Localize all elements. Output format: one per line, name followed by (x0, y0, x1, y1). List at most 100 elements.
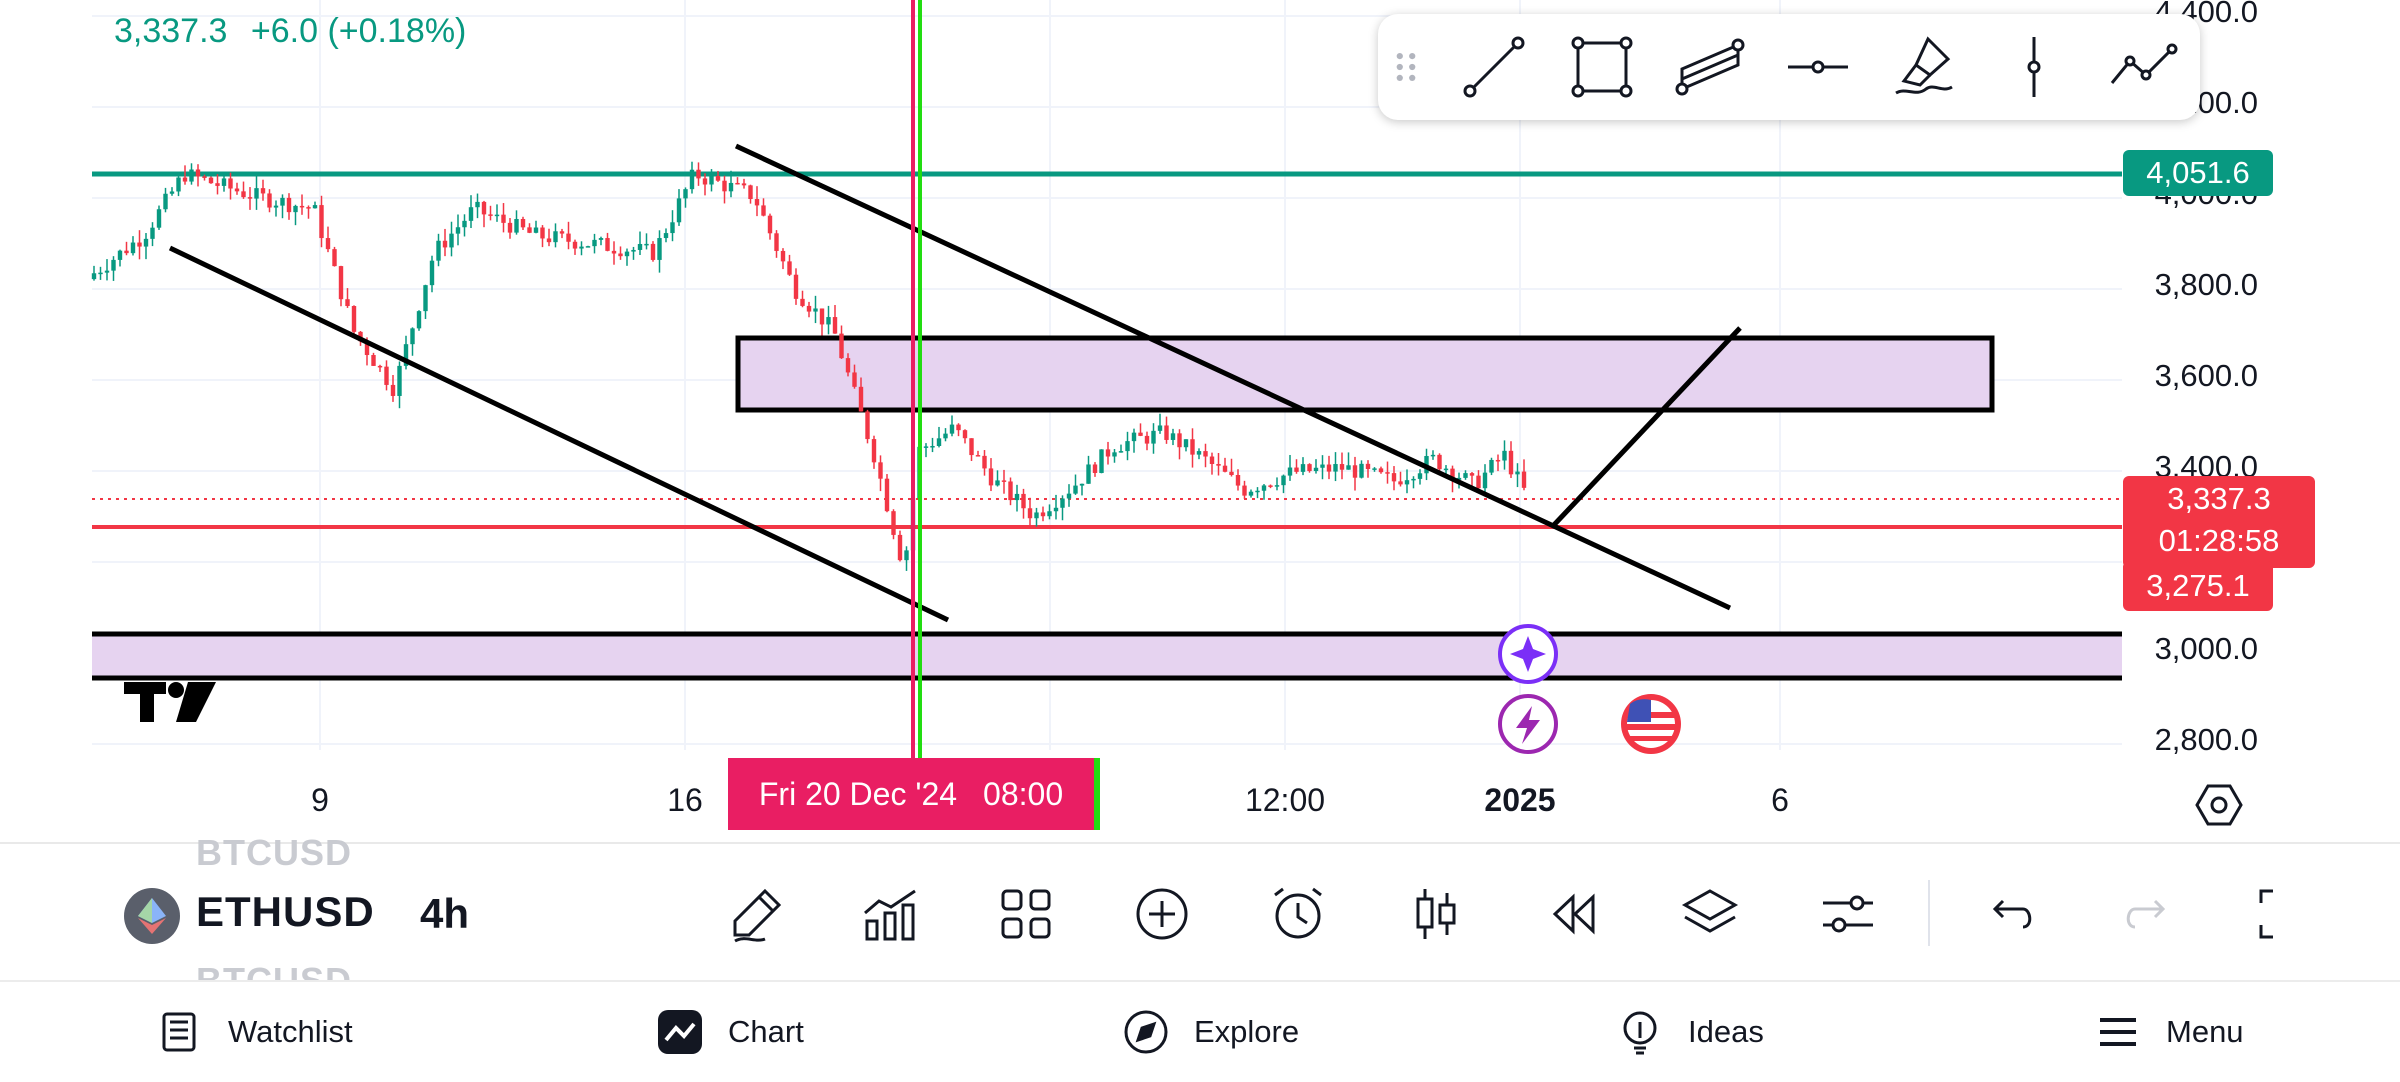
support-price-tag: 3,275.1 (2123, 561, 2273, 611)
candle-body (1008, 481, 1013, 501)
candle-body (611, 250, 617, 254)
us-flag-event-icon[interactable] (1621, 694, 1681, 754)
candle-body (852, 372, 857, 387)
drag-handle-icon[interactable] (1378, 19, 1434, 115)
trend-line-icon[interactable] (1446, 19, 1542, 115)
brush-icon[interactable] (1878, 19, 1974, 115)
candle-body (754, 199, 760, 206)
candle-body (111, 259, 116, 271)
symbol-name[interactable]: ETHUSD (196, 888, 375, 935)
candle-body (702, 178, 708, 185)
candle-body (390, 384, 396, 396)
nav-explore[interactable]: Explore (1122, 982, 1299, 1082)
candle-body (1151, 430, 1156, 444)
fullscreen-icon[interactable] (2250, 880, 2318, 948)
parallel-channel-icon[interactable] (1662, 19, 1758, 115)
chart-area[interactable]: 3,337.3 +6.0 (+0.18%) 4,400.0 4,200.0 4,… (0, 0, 2400, 840)
candle-body (897, 534, 903, 561)
nav-menu[interactable]: Menu (2094, 982, 2244, 1082)
candle-body (1274, 485, 1280, 487)
indicators-icon[interactable] (856, 880, 924, 948)
candle-body (306, 207, 311, 209)
candle-body (241, 191, 246, 198)
candle-body (520, 218, 526, 228)
chart-type-icon[interactable] (1402, 880, 1470, 948)
nav-ideas[interactable]: Ideas (1616, 982, 1764, 1082)
candle-body (1248, 491, 1254, 496)
vertical-line-icon[interactable] (1986, 19, 2082, 115)
candle-body (150, 227, 155, 239)
candle-body (787, 261, 792, 275)
candle-body (1378, 468, 1384, 473)
rectangle-icon[interactable] (1554, 19, 1650, 115)
candle-body (1456, 477, 1462, 480)
candle-body (527, 227, 532, 233)
candle-body (423, 285, 428, 312)
candle-body (364, 341, 370, 356)
nav-watchlist[interactable]: Watchlist (156, 982, 353, 1082)
candle-body (449, 233, 454, 248)
drawing-pencil-icon[interactable] (722, 880, 790, 948)
candle-body (215, 183, 220, 186)
redo-icon[interactable] (2114, 880, 2182, 948)
templates-icon[interactable] (992, 880, 1060, 948)
candle-body (1398, 481, 1403, 485)
candle-body (637, 243, 643, 250)
settings-sliders-icon[interactable] (1814, 880, 1882, 948)
add-icon[interactable] (1128, 880, 1196, 948)
candle-body (1281, 475, 1286, 486)
price-axis[interactable]: 4,400.0 4,200.0 4,000.0 3,800.0 3,600.0 … (2110, 0, 2400, 760)
trend-line-lower[interactable] (168, 245, 950, 623)
lightning-event-icon[interactable] (1498, 694, 1558, 754)
alert-icon[interactable] (1264, 880, 1332, 948)
candle-body (969, 438, 974, 456)
candle-body (338, 266, 344, 300)
candle-body (774, 233, 779, 251)
candle-body (1502, 450, 1507, 461)
projection-line[interactable] (1550, 326, 1742, 529)
assistant-sparkle-icon[interactable] (1498, 624, 1558, 684)
symbol-selector[interactable]: BTCUSD ETHUSD BTCUSD (124, 832, 404, 1001)
candle-body (1196, 451, 1202, 455)
candle-body (1476, 475, 1481, 489)
candle-body (1105, 449, 1111, 457)
candle-body (884, 478, 890, 512)
candle-body (1235, 475, 1241, 486)
candle-body (735, 182, 740, 185)
candle-body (312, 205, 318, 209)
horizontal-ray-icon[interactable] (1770, 19, 1866, 115)
supply-zone-rect[interactable] (735, 335, 1995, 413)
crosshair-date: Fri 20 Dec '24 (758, 775, 958, 812)
candle-body (208, 177, 214, 184)
candle-body (280, 197, 285, 206)
replay-icon[interactable] (1540, 880, 1608, 948)
undo-icon[interactable] (1976, 880, 2044, 948)
candle-body (741, 183, 747, 186)
drawing-toolbar[interactable] (1378, 14, 2200, 120)
candle-body (878, 462, 883, 479)
candle-body (403, 344, 409, 366)
symbol-prev[interactable]: BTCUSD (196, 832, 352, 873)
path-icon[interactable] (2094, 19, 2190, 115)
interval-selector[interactable]: 4h (420, 890, 470, 937)
candle-body (1021, 493, 1026, 509)
candle-body (943, 433, 948, 439)
trend-line-upper[interactable] (734, 143, 1732, 611)
candle-body (813, 308, 818, 312)
candle-body (1508, 450, 1514, 475)
layers-icon[interactable] (1676, 880, 1744, 948)
candle-body (1320, 464, 1325, 468)
candle-body (663, 233, 669, 239)
candle-body (1365, 463, 1371, 470)
candle-body (1463, 473, 1468, 478)
candle-body (488, 214, 493, 216)
candle-body (1359, 463, 1364, 478)
candle-body (1144, 435, 1150, 444)
x-tick-label: 16 (667, 782, 703, 818)
demand-zone-rect[interactable] (92, 634, 2122, 678)
nav-chart[interactable]: Chart (656, 982, 804, 1082)
candle-body (436, 240, 441, 261)
chart-settings-hex-icon[interactable] (2194, 780, 2244, 830)
candle-body (592, 239, 597, 247)
chart-canvas[interactable] (0, 0, 2400, 840)
